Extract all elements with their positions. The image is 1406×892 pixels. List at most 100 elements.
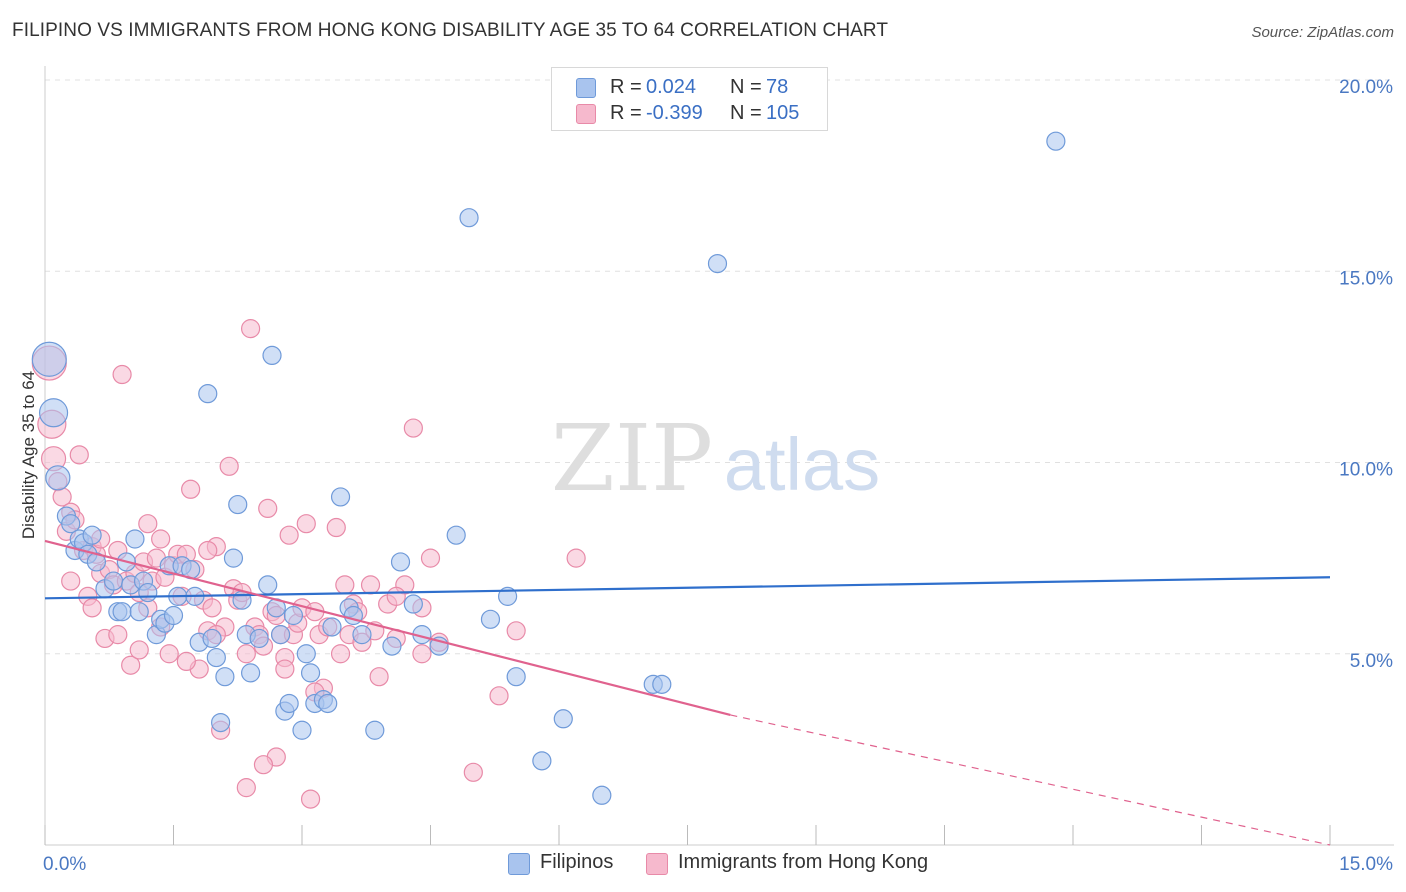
hong-kong-point <box>326 517 346 538</box>
filipinos-point <box>198 384 218 404</box>
hong-kong-point <box>335 575 355 595</box>
hong-kong-point <box>181 479 201 499</box>
filipinos-point <box>129 602 149 622</box>
y-tick-label: 5.0% <box>1350 651 1393 672</box>
legend-swatch-blue <box>576 78 596 98</box>
legend-r-label: R = <box>610 76 642 98</box>
filipinos-point <box>318 693 338 714</box>
filipinos-point <box>241 663 261 683</box>
hong-kong-point <box>82 598 102 618</box>
hong-kong-point <box>151 529 171 549</box>
gridlines <box>45 79 1394 655</box>
filipinos-point <box>211 712 231 733</box>
hong-kong-point <box>412 644 432 664</box>
series-filipinos-points <box>31 131 1066 805</box>
hong-kong-point <box>159 644 179 664</box>
hong-kong-point <box>236 644 256 664</box>
hong-kong-point <box>121 655 141 675</box>
source-label: Source: ZipAtlas.com <box>1251 24 1394 41</box>
hong-kong-point <box>420 548 441 568</box>
filipinos-point <box>480 609 501 629</box>
watermark-atlas: atlas <box>724 423 880 506</box>
filipinos-point <box>1046 131 1066 151</box>
hong-kong-point <box>236 778 256 798</box>
legend-n-label: N = <box>730 76 762 98</box>
bottom-legend-label: Immigrants from Hong Kong <box>678 851 929 873</box>
legend-r-value: 0.024 <box>646 76 697 98</box>
hong-kong-point <box>330 644 351 664</box>
hong-kong-point <box>360 575 381 595</box>
filipinos-point <box>382 636 402 656</box>
filipinos-point <box>31 341 67 377</box>
filipinos-point <box>112 602 132 622</box>
filipinos-point <box>592 785 612 805</box>
trend-lines <box>44 539 1331 846</box>
x-tick-label: 15.0% <box>1339 854 1393 875</box>
filipinos-point <box>103 571 124 591</box>
hong-kong-point <box>506 621 526 641</box>
hong-kong-point <box>300 789 321 809</box>
filipinos-point <box>270 625 291 645</box>
filipinos-point <box>45 465 71 491</box>
y-axis-label: Disability Age 35 to 64 <box>19 371 38 539</box>
filipinos-point <box>365 720 385 740</box>
filipinos-point <box>532 751 552 771</box>
bottom-legend-label: Filipinos <box>540 851 614 873</box>
filipinos-point <box>202 628 222 649</box>
filipinos-point <box>292 720 312 740</box>
filipinos-point <box>330 487 351 507</box>
filipinos-point <box>300 663 321 683</box>
filipinos-point <box>459 208 479 228</box>
legend-n-value: 105 <box>766 102 800 124</box>
filipinos-point <box>283 605 304 626</box>
hong-kong-point <box>108 625 128 645</box>
hong-kong-point <box>275 659 295 679</box>
hong-kong-point <box>463 762 483 782</box>
hong-kong-point <box>296 514 316 534</box>
hong-kong-point <box>258 498 278 518</box>
legend-n-value: 78 <box>766 76 789 98</box>
filipinos-point <box>138 582 158 603</box>
filipinos-point <box>82 525 102 545</box>
y-tick-label: 15.0% <box>1339 268 1393 289</box>
hong-kong-point <box>69 445 89 465</box>
y-tick-label: 10.0% <box>1339 460 1393 481</box>
hong-kong-point <box>219 456 239 476</box>
hong-kong-point <box>386 586 406 606</box>
filipinos-point <box>163 605 184 626</box>
filipinos-point <box>38 398 69 428</box>
hong-kong-point <box>279 525 299 545</box>
legend-swatch-pink <box>576 104 596 124</box>
hong-kong-trend-extension <box>730 714 1331 846</box>
filipinos-point <box>206 647 226 668</box>
legend-r-value: -0.399 <box>646 102 703 124</box>
chart-title: FILIPINO VS IMMIGRANTS FROM HONG KONG DI… <box>12 20 889 41</box>
filipinos-point <box>403 594 423 614</box>
x-tick-label: 0.0% <box>43 854 86 875</box>
hong-kong-point <box>253 755 274 775</box>
correlation-legend: R = 0.024 N = 78 R = -0.399 N = 105 <box>551 67 828 131</box>
filipinos-point <box>258 575 278 595</box>
filipinos-point <box>390 552 411 572</box>
filipinos-point <box>125 529 145 549</box>
hong-kong-point <box>129 640 149 660</box>
filipinos-point <box>228 494 248 515</box>
hong-kong-point <box>403 418 423 438</box>
hong-kong-point <box>61 571 81 591</box>
hong-kong-point <box>112 364 132 385</box>
legend-n-label: N = <box>730 102 762 124</box>
filipinos-point <box>553 709 573 729</box>
filipinos-point <box>249 628 269 649</box>
filipinos-point <box>506 667 526 687</box>
watermark: ZIP atlas <box>551 405 880 512</box>
y-tick-label: 20.0% <box>1339 77 1393 98</box>
hong-kong-point <box>198 540 218 561</box>
filipinos-point <box>446 525 466 545</box>
legend-r-label: R = <box>610 102 642 124</box>
hong-kong-point <box>202 598 222 618</box>
filipinos-point <box>61 514 81 534</box>
watermark-zip: ZIP <box>551 405 713 512</box>
hong-kong-point <box>566 548 586 568</box>
hong-kong-point <box>241 319 261 339</box>
